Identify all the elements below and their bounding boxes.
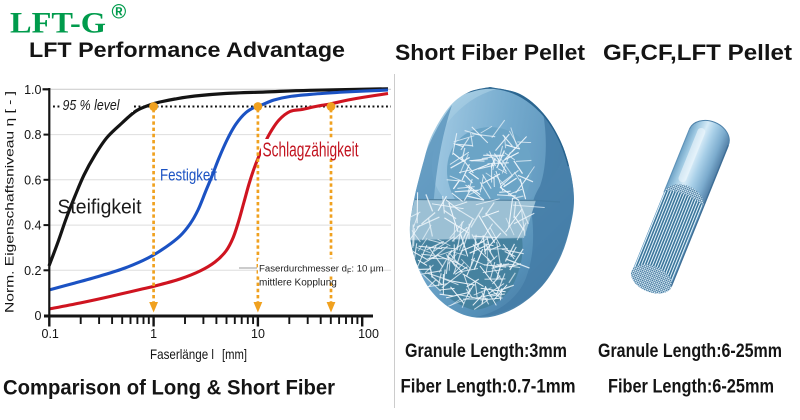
- svg-text:Norm. Eigenschaftsniveau η [: Norm. Eigenschaftsniveau η [ - ]: [3, 91, 17, 313]
- svg-text:GF,CF,LFT Pellet: GF,CF,LFT Pellet: [603, 40, 793, 65]
- svg-text:Short Fiber Pellet: Short Fiber Pellet: [395, 40, 586, 65]
- svg-text:Schlagzähigkeit: Schlagzähigkeit: [263, 139, 359, 162]
- svg-text:LFT Performance Advantage: LFT Performance Advantage: [29, 38, 345, 62]
- svg-text:Comparison of Long & Short Fib: Comparison of Long & Short Fiber: [3, 376, 336, 400]
- svg-text:®: ®: [112, 2, 127, 24]
- svg-text:Faserlänge l: Faserlänge l: [150, 346, 214, 362]
- svg-text:Granule Length:3mm: Granule Length:3mm: [405, 341, 567, 362]
- svg-text:95 % level: 95 % level: [63, 98, 121, 114]
- svg-text:[mm]: [mm]: [222, 346, 247, 362]
- svg-text:Festigkeit: Festigkeit: [160, 167, 217, 185]
- svg-text:Steifigkeit: Steifigkeit: [58, 196, 142, 219]
- svg-text:1: 1: [150, 327, 157, 341]
- svg-text:100: 100: [358, 327, 379, 341]
- svg-text:0.6: 0.6: [24, 173, 41, 187]
- svg-text:0.4: 0.4: [24, 219, 41, 233]
- svg-text:Fiber Length:0.7-1mm: Fiber Length:0.7-1mm: [401, 377, 576, 398]
- svg-text:0: 0: [35, 309, 42, 323]
- svg-text:mittlere Kopplung: mittlere Kopplung: [259, 278, 337, 289]
- svg-text:0.1: 0.1: [42, 327, 59, 341]
- svg-text:Faserdurchmesser dF: 10 µm: Faserdurchmesser dF: 10 µm: [259, 264, 384, 276]
- svg-text:1.0: 1.0: [24, 83, 41, 97]
- svg-text:Fiber Length:6-25mm: Fiber Length:6-25mm: [608, 377, 774, 398]
- svg-text:0.8: 0.8: [24, 128, 41, 142]
- svg-text:Granule Length:6-25mm: Granule Length:6-25mm: [598, 341, 782, 362]
- svg-text:0.2: 0.2: [24, 264, 41, 278]
- svg-text:LFT-G: LFT-G: [10, 7, 106, 40]
- svg-text:10: 10: [251, 327, 265, 341]
